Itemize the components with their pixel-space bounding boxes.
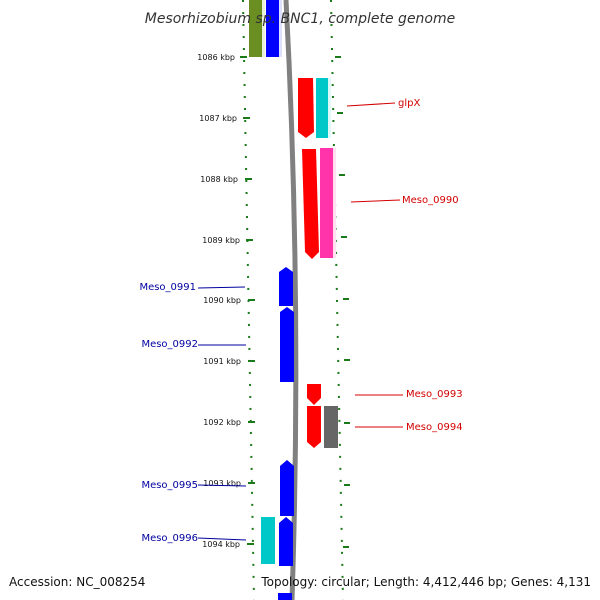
gene-labels: glpX Meso_0990 Meso_0991 Meso_0992 Meso_… [139,98,462,544]
gene-label-meso-0996[interactable]: Meso_0996 [141,533,198,544]
gene-cyan-glpx-partner-highlight [328,78,331,138]
gene-label-meso-0993[interactable]: Meso_0993 [406,389,463,400]
gene-meso-0993[interactable] [307,384,321,405]
genes-reverse-strand [249,0,294,600]
gene-blue-bottom[interactable] [278,593,292,600]
gene-label-glpx[interactable]: glpX [398,98,420,109]
genome-backbone [283,0,299,600]
tick-label-1088: 1088 kbp [200,175,238,184]
genes-forward-strand [298,78,338,448]
tick-label-1090: 1090 kbp [203,296,241,305]
gene-meso-0992[interactable] [280,307,294,382]
map-title: Mesorhizobium sp. BNC1, complete genome [145,11,456,27]
tick-label-1094: 1094 kbp [202,540,240,549]
gene-glpx[interactable] [298,78,314,138]
gene-meso-0991[interactable] [279,267,293,306]
gene-label-meso-0991[interactable]: Meso_0991 [139,282,196,293]
tick-labels: 1086 kbp 1087 kbp 1088 kbp 1089 kbp 1090… [197,53,241,549]
gene-meso-0996[interactable] [279,517,293,566]
gene-cyan-bottom[interactable] [261,517,275,564]
gene-magenta-highlight [333,148,336,258]
gene-olive-top[interactable] [249,0,264,57]
tick-label-1086: 1086 kbp [197,53,235,62]
gene-meso-0995[interactable] [280,460,294,516]
label-leaders [197,102,403,541]
gene-label-meso-0992[interactable]: Meso_0992 [141,339,198,350]
tick-label-1093: 1093 kbp [203,479,241,488]
gene-cyan-glpx-partner[interactable] [316,78,330,138]
gene-meso-0990[interactable] [302,149,319,259]
gene-olive-top-highlight [262,0,265,57]
tick-marks [240,56,350,548]
gene-magenta-meso-0990-partner[interactable] [320,148,334,258]
gene-blue-top-highlight [279,0,282,57]
gene-label-meso-0990[interactable]: Meso_0990 [402,195,459,206]
tick-label-1092: 1092 kbp [203,418,241,427]
gene-meso-0994[interactable] [307,406,321,448]
gene-blue-top[interactable] [266,0,281,57]
topology-label: Topology: circular; Length: 4,412,446 bp… [260,575,591,589]
gene-grey[interactable] [324,406,338,448]
gene-label-meso-0994[interactable]: Meso_0994 [406,422,463,433]
accession-label: Accession: NC_008254 [9,575,145,589]
tick-label-1091: 1091 kbp [203,357,241,366]
tick-label-1087: 1087 kbp [199,114,237,123]
tick-label-1089: 1089 kbp [202,236,240,245]
gene-label-meso-0995[interactable]: Meso_0995 [141,480,198,491]
